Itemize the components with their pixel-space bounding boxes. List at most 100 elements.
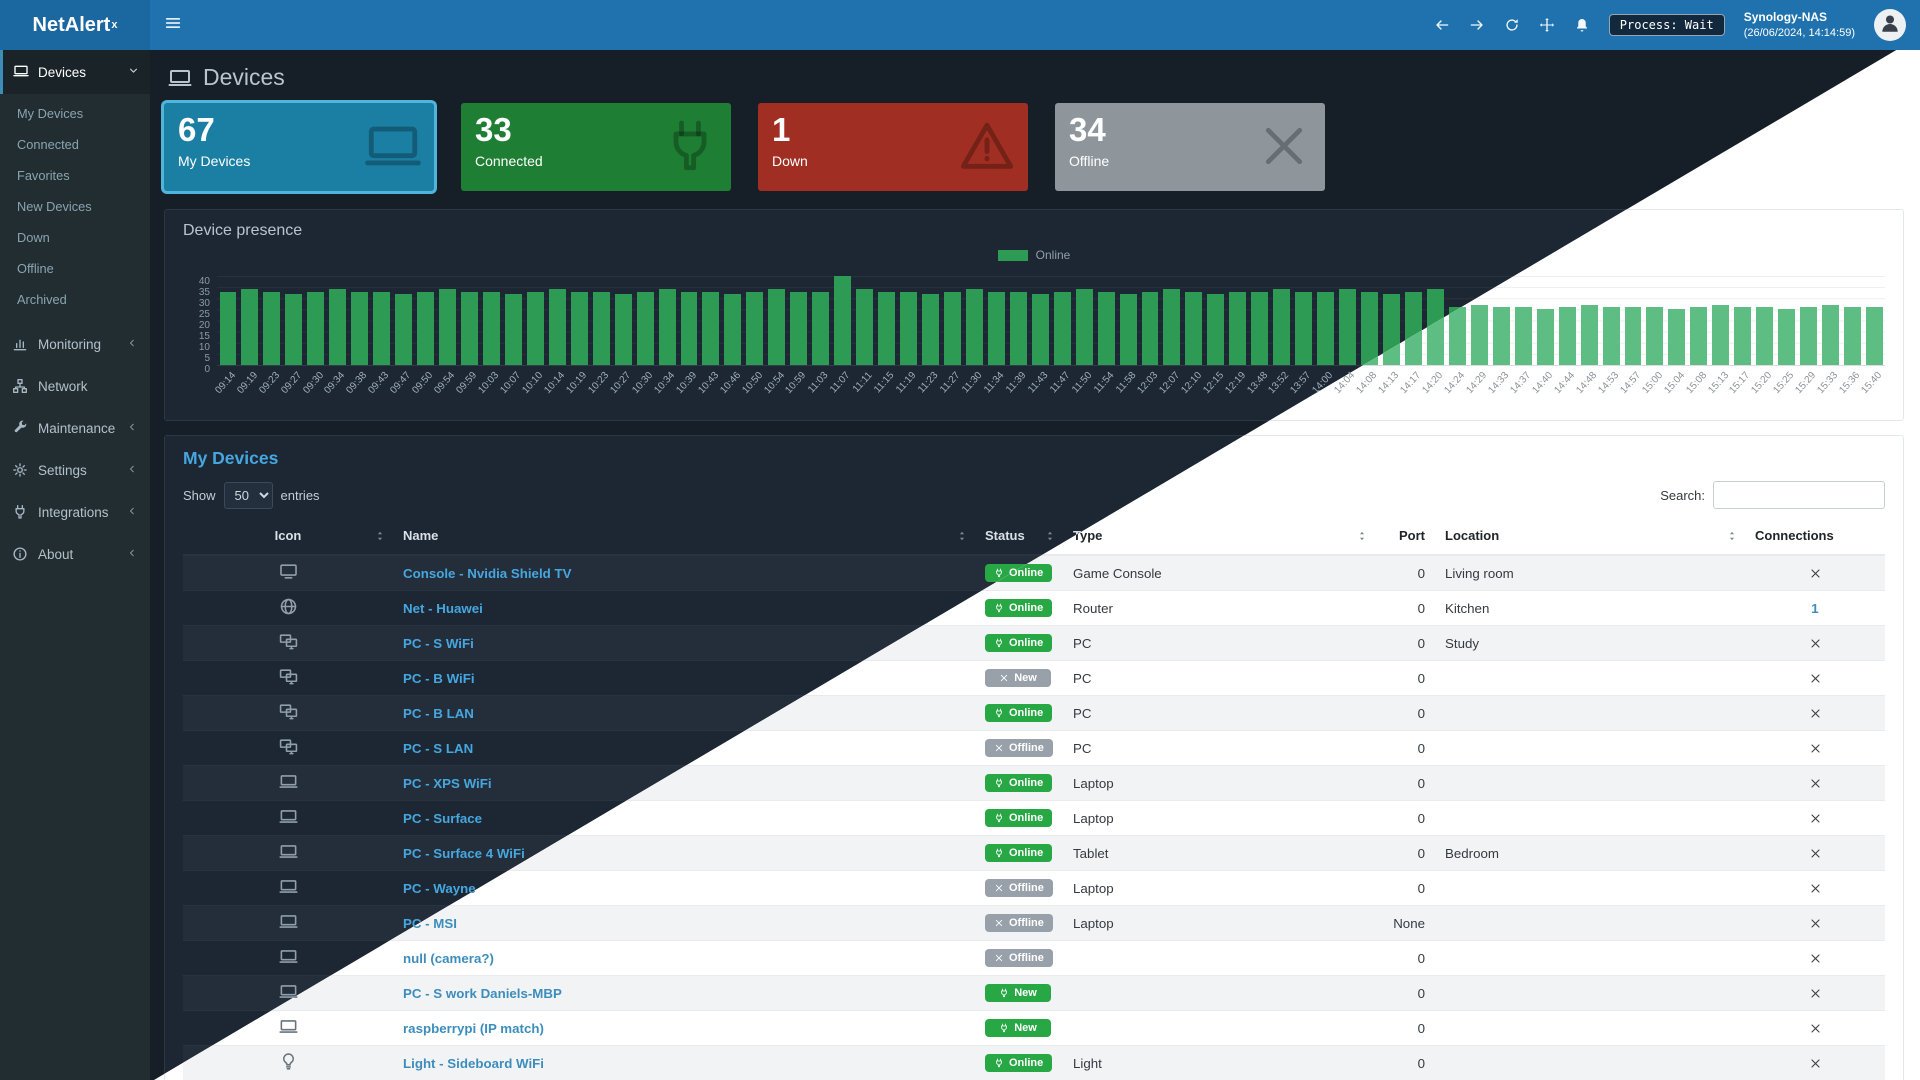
sidebar-subitem-archived[interactable]: Archived [17,292,67,307]
chart-bar [1798,276,1820,365]
device-link[interactable]: raspberrypi (IP match) [403,1020,544,1036]
chevron-left-icon [126,337,138,352]
device-link[interactable]: Console - Nvidia Shield TV [403,565,572,581]
x-tick-label: 15:00 [1639,370,1665,396]
no-connection-icon [1809,672,1822,685]
app-logo[interactable]: NetAlert x [0,0,150,50]
chart-plot-area [217,276,1885,366]
table-controls: Show 50 entries Search: [183,481,1885,509]
y-tick-label: 20 [198,320,210,331]
device-link[interactable]: PC - Wayne [403,880,476,896]
sidebar-item-network[interactable]: Network [0,365,150,407]
sort-icon[interactable] [1044,530,1056,542]
x-tick-label: 11:19 [894,370,919,396]
device-link[interactable]: Light - Sideboard WiFi [403,1055,544,1071]
x-tick-label: 14:53 [1596,370,1621,396]
chart-bar [1359,276,1381,365]
sort-icon[interactable] [1726,530,1738,542]
chart-bar [239,276,261,365]
device-port: None [1375,905,1435,941]
sidebar-item-integrations[interactable]: Integrations [0,491,150,533]
x-tick-label: 15:08 [1683,370,1709,396]
device-row-pc-s-lan: PC - S LAN Offline PC 0 [183,730,1885,766]
summary-card-offline[interactable]: 34 Offline [1055,103,1325,191]
device-location: Bedroom [1435,835,1745,871]
device-link[interactable]: PC - MSI [403,915,457,931]
sort-icon[interactable] [374,530,386,542]
sort-icon[interactable] [1356,530,1368,542]
device-link[interactable]: PC - S work Daniels-MBP [403,985,562,1001]
plug-icon [994,778,1004,788]
x-tick-label: 11:34 [981,370,1007,396]
device-link[interactable]: PC - XPS WiFi [403,775,492,791]
device-link[interactable]: PC - S WiFi [403,635,474,651]
device-link[interactable]: PC - B LAN [403,705,474,721]
no-connection-icon [1809,707,1822,720]
sidebar-item-devices[interactable]: Devices [0,50,150,94]
column-header-port[interactable]: Port [1375,517,1435,556]
laptop-icon [278,1020,298,1039]
sidebar-item-settings[interactable]: Settings [0,449,150,491]
x-icon [994,743,1004,753]
sidebar-item-maintenance[interactable]: Maintenance [0,407,150,449]
nav-forward-icon[interactable] [1469,17,1485,33]
x-tick-label: 11:47 [1047,370,1073,396]
column-header-connections[interactable]: Connections [1745,517,1885,556]
device-port: 0 [1375,695,1435,731]
device-link[interactable]: PC - Surface [403,810,483,826]
summary-card-down[interactable]: 1 Down [758,103,1028,191]
connections-link[interactable]: 1 [1811,600,1819,616]
page-size-select[interactable]: 50 [223,481,273,509]
plug-icon [994,603,1004,613]
sidebar-toggle-button[interactable] [150,0,196,50]
nav-back-icon[interactable] [1434,17,1450,33]
monitors-icon [279,669,298,689]
x-tick-label: 11:27 [937,370,963,396]
chart-legend[interactable]: Online [183,248,1885,262]
no-connection-icon [1809,952,1822,965]
device-link[interactable]: Net - Huawei [403,600,483,616]
summary-card-connected[interactable]: 33 Connected [461,103,731,191]
sidebar-subitem-new-devices[interactable]: New Devices [17,199,92,214]
search-input[interactable] [1713,481,1885,509]
avatar[interactable] [1874,9,1906,41]
chart-bar [1710,276,1732,365]
column-header-type[interactable]: Type [1063,517,1375,556]
sidebar-subitem-favorites[interactable]: Favorites [17,168,70,183]
sidebar-subitem-offline[interactable]: Offline [17,261,54,276]
summary-card-my-devices[interactable]: 67 My Devices [164,103,434,191]
chart-bar [876,276,898,365]
device-link[interactable]: PC - Surface 4 WiFi [403,845,525,861]
no-connection-icon [1809,882,1822,895]
chart-bar [1446,276,1468,365]
bell-icon[interactable] [1574,17,1590,33]
device-link[interactable]: PC - S LAN [403,740,474,756]
chart-bar [700,276,722,365]
chevron-down-icon [127,64,140,80]
column-label: Name [403,528,439,543]
device-type: PC [1063,695,1375,731]
move-icon[interactable] [1539,17,1555,33]
column-header-icon[interactable]: Icon [183,517,393,556]
x-tick-label: 11:03 [806,370,831,396]
sidebar-item-about[interactable]: About [0,533,150,575]
column-header-name[interactable]: Name [393,517,975,556]
status-badge: Online [985,844,1053,862]
sidebar-subitem-connected[interactable]: Connected [17,137,79,152]
device-location: Living room [1435,555,1745,591]
refresh-icon[interactable] [1504,17,1520,33]
sidebar-item-monitoring[interactable]: Monitoring [0,323,150,365]
globe-icon [279,598,298,619]
device-location [1435,695,1745,731]
device-type [1063,940,1375,976]
x-tick-label: 10:39 [674,370,699,396]
sidebar-subitem-down[interactable]: Down [17,230,50,245]
column-header-location[interactable]: Location [1435,517,1745,556]
sort-icon[interactable] [956,530,968,542]
chart-bar [305,276,327,365]
device-link[interactable]: null (camera?) [403,950,494,966]
device-link[interactable]: PC - B WiFi [403,670,475,686]
column-header-status[interactable]: Status [975,517,1063,556]
x-tick-label: 12:03 [1135,370,1160,396]
sidebar-subitem-my-devices[interactable]: My Devices [17,106,84,121]
